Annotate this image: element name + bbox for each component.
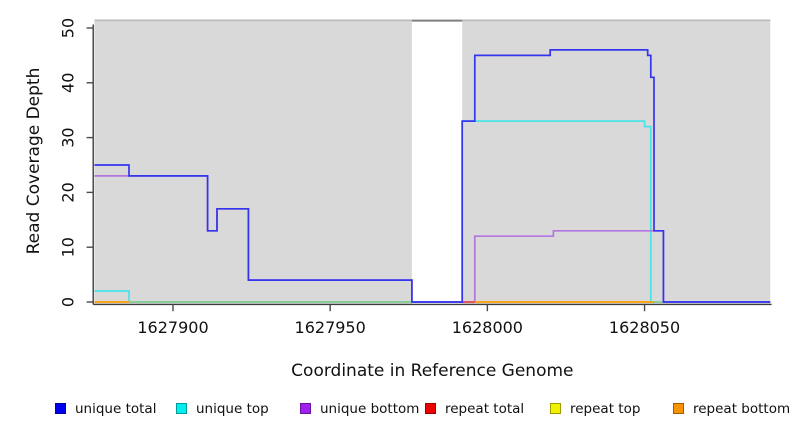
y-tick-label: 10 [58,237,77,257]
series-line-unique-top [94,120,771,303]
series-line-unique-total [94,49,771,303]
x-tick-label: 1627950 [295,318,366,337]
legend-label: unique bottom [320,401,420,417]
x-axis-title: Coordinate in Reference Genome [291,361,573,381]
y-tick-label: 20 [58,182,77,202]
y-tick-label: 30 [58,127,77,147]
legend-swatch-repeat-total [425,403,436,414]
legend-label: repeat top [570,401,641,417]
x-tick-label: 1628050 [609,318,680,337]
legend: unique total unique top unique bottom repea… [0,395,792,432]
legend-label: repeat total [445,401,525,417]
x-tick-label: 1627900 [137,318,208,337]
legend-swatch-repeat-top [550,403,561,414]
y-tick-label: 0 [59,297,78,307]
y-tick-label: 50 [58,18,77,38]
gap-overlay [411,21,463,304]
legend-label: unique top [196,401,269,417]
legend-label: repeat bottom [693,401,791,417]
legend-swatch-unique-bottom [300,403,311,414]
y-axis-title: Read Coverage Depth [24,68,44,255]
legend-swatch-repeat-bottom [673,403,684,414]
legend-swatch-unique-total [55,403,66,414]
y-tick-label: 40 [58,73,77,93]
x-tick-label: 1628000 [452,318,523,337]
legend-label: unique total [75,401,157,417]
legend-swatch-unique-top [176,403,187,414]
